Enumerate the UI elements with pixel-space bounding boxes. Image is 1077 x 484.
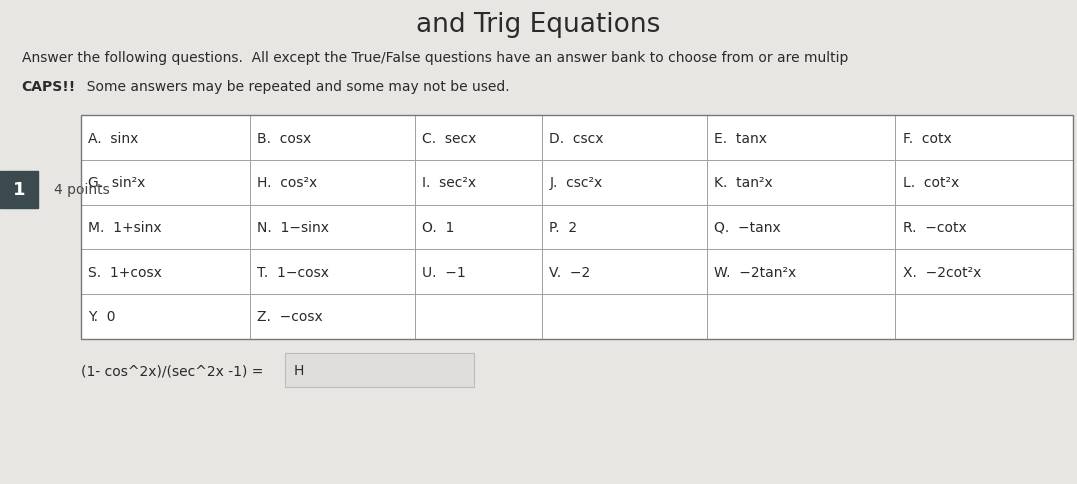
Text: Some answers may be repeated and some may not be used.: Some answers may be repeated and some ma…: [78, 80, 509, 94]
Text: V.  −2: V. −2: [549, 265, 590, 279]
Text: H.  cos²x: H. cos²x: [257, 176, 318, 190]
Bar: [895, 250, 1073, 294]
Bar: [81, 116, 1073, 339]
FancyBboxPatch shape: [0, 172, 38, 208]
Text: W.  −2tan²x: W. −2tan²x: [714, 265, 796, 279]
Text: N.  1−sinx: N. 1−sinx: [257, 221, 330, 234]
Bar: [81, 161, 250, 205]
Bar: [895, 294, 1073, 339]
Bar: [415, 116, 542, 161]
Bar: [707, 161, 895, 205]
Bar: [250, 161, 415, 205]
Bar: [250, 116, 415, 161]
Bar: [415, 205, 542, 250]
Text: E.  tanx: E. tanx: [714, 132, 767, 145]
Text: CAPS!!: CAPS!!: [22, 80, 75, 94]
Bar: [542, 161, 707, 205]
Bar: [81, 294, 250, 339]
FancyBboxPatch shape: [285, 353, 474, 387]
Bar: [542, 250, 707, 294]
Text: Q.  −tanx: Q. −tanx: [714, 221, 781, 234]
Text: G.  sin²x: G. sin²x: [88, 176, 145, 190]
Bar: [81, 205, 250, 250]
Bar: [542, 205, 707, 250]
Text: and Trig Equations: and Trig Equations: [417, 12, 660, 38]
Text: R.  −cotx: R. −cotx: [903, 221, 966, 234]
Bar: [81, 116, 250, 161]
Text: L.  cot²x: L. cot²x: [903, 176, 959, 190]
Bar: [542, 116, 707, 161]
Bar: [707, 116, 895, 161]
Text: T.  1−cosx: T. 1−cosx: [257, 265, 330, 279]
Bar: [895, 116, 1073, 161]
Text: B.  cosx: B. cosx: [257, 132, 311, 145]
Text: F.  cotx: F. cotx: [903, 132, 951, 145]
Bar: [250, 250, 415, 294]
Text: C.  secx: C. secx: [422, 132, 476, 145]
Text: (1- cos^2x)/(sec^2x -1) =: (1- cos^2x)/(sec^2x -1) =: [81, 363, 263, 377]
Bar: [707, 294, 895, 339]
Text: 4 points: 4 points: [54, 183, 110, 197]
Text: I.  sec²x: I. sec²x: [422, 176, 476, 190]
Bar: [415, 250, 542, 294]
Text: U.  −1: U. −1: [422, 265, 466, 279]
Text: S.  1+cosx: S. 1+cosx: [88, 265, 163, 279]
Bar: [895, 161, 1073, 205]
Bar: [707, 250, 895, 294]
Bar: [707, 205, 895, 250]
Bar: [542, 294, 707, 339]
Text: K.  tan²x: K. tan²x: [714, 176, 773, 190]
Bar: [250, 294, 415, 339]
Bar: [81, 250, 250, 294]
Text: A.  sinx: A. sinx: [88, 132, 139, 145]
Text: J.  csc²x: J. csc²x: [549, 176, 602, 190]
Text: X.  −2cot²x: X. −2cot²x: [903, 265, 981, 279]
Text: H: H: [294, 363, 305, 377]
Text: Answer the following questions.  All except the True/False questions have an ans: Answer the following questions. All exce…: [22, 51, 848, 65]
Bar: [415, 161, 542, 205]
Text: D.  cscx: D. cscx: [549, 132, 604, 145]
Text: Z.  −cosx: Z. −cosx: [257, 310, 323, 323]
Text: 1: 1: [13, 181, 25, 199]
Text: Y.  0: Y. 0: [88, 310, 116, 323]
Text: P.  2: P. 2: [549, 221, 577, 234]
Text: M.  1+sinx: M. 1+sinx: [88, 221, 162, 234]
Bar: [250, 205, 415, 250]
Bar: [895, 205, 1073, 250]
Text: O.  1: O. 1: [422, 221, 454, 234]
Bar: [415, 294, 542, 339]
